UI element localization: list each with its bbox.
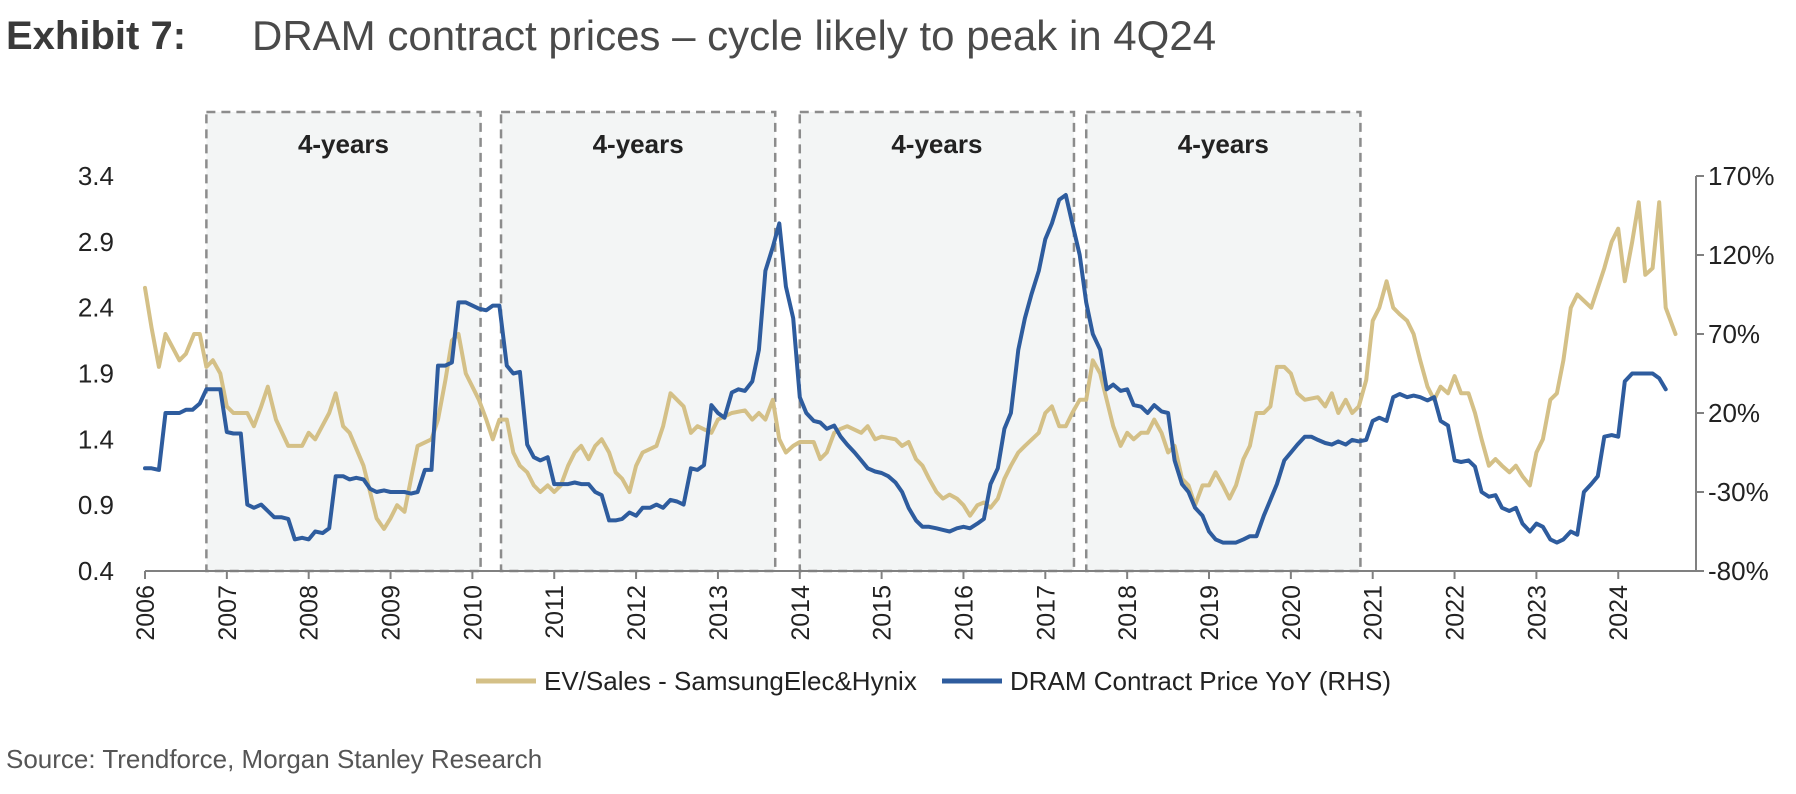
cycle-band-label: 4-years [298, 129, 389, 159]
cycle-band-3 [798, 110, 1076, 573]
x-tick-label: 2021 [1360, 585, 1388, 641]
left-tick-label: 2.4 [78, 293, 114, 323]
x-tick-label: 2024 [1605, 585, 1633, 641]
cycle-band-2 [499, 110, 777, 573]
chart: 4-years 4-years 4-years 4-years 0.4 0.9 1.4 1.9… [78, 110, 1775, 696]
cycle-band-label: 4-years [593, 129, 684, 159]
legend-label: EV/Sales - SamsungElec&Hynix [544, 666, 917, 696]
dram-yoy-line [143, 193, 1668, 545]
source-note: Source: Trendforce, Morgan Stanley Resea… [6, 744, 543, 774]
cycle-band-label: 4-years [1178, 129, 1269, 159]
right-tick-label: 170% [1708, 161, 1775, 191]
x-tick-label: 2009 [378, 585, 406, 641]
exhibit-label: Exhibit 7: [6, 13, 187, 58]
cycle-band-4 [1084, 110, 1362, 573]
left-tick-label: 1.4 [78, 424, 114, 454]
x-tick-label: 2018 [1114, 585, 1142, 641]
x-tick-label: 2010 [459, 585, 487, 641]
right-tick-label: -30% [1708, 477, 1769, 507]
x-tick-label: 2006 [132, 585, 160, 641]
right-tick-label: 70% [1708, 319, 1760, 349]
x-tick-label: 2020 [1278, 585, 1306, 641]
x-tick-label: 2012 [623, 585, 651, 641]
ev-sales-line [143, 200, 1678, 531]
left-tick-label: 0.4 [78, 556, 114, 586]
chart-title: DRAM contract prices – cycle likely to p… [252, 12, 1217, 59]
x-tick-label: 2017 [1032, 585, 1060, 641]
x-tick-label: 2023 [1523, 585, 1551, 641]
x-tick-label: 2015 [869, 585, 897, 641]
x-tick-label: 2016 [950, 585, 978, 641]
header: Exhibit 7: DRAM contract prices – cycle … [6, 6, 1216, 66]
x-tick-label: 2013 [705, 585, 733, 641]
left-tick-label: 1.9 [78, 359, 114, 389]
cycle-band-label: 4-years [891, 129, 982, 159]
x-tick-label: 2019 [1196, 585, 1224, 641]
left-tick-label: 0.9 [78, 490, 114, 520]
right-tick-label: 120% [1708, 240, 1775, 270]
left-tick-label: 2.9 [78, 227, 114, 257]
x-tick-label: 2008 [296, 585, 324, 641]
x-tick-label: 2007 [214, 585, 242, 641]
left-tick-label: 3.4 [78, 161, 114, 191]
x-tick-label: 2014 [787, 585, 815, 641]
x-tick-label: 2011 [541, 585, 569, 639]
right-tick-label: 20% [1708, 398, 1760, 428]
x-tick-label: 2022 [1442, 585, 1470, 641]
right-tick-label: -80% [1708, 556, 1769, 586]
legend-label: DRAM Contract Price YoY (RHS) [1010, 666, 1391, 696]
